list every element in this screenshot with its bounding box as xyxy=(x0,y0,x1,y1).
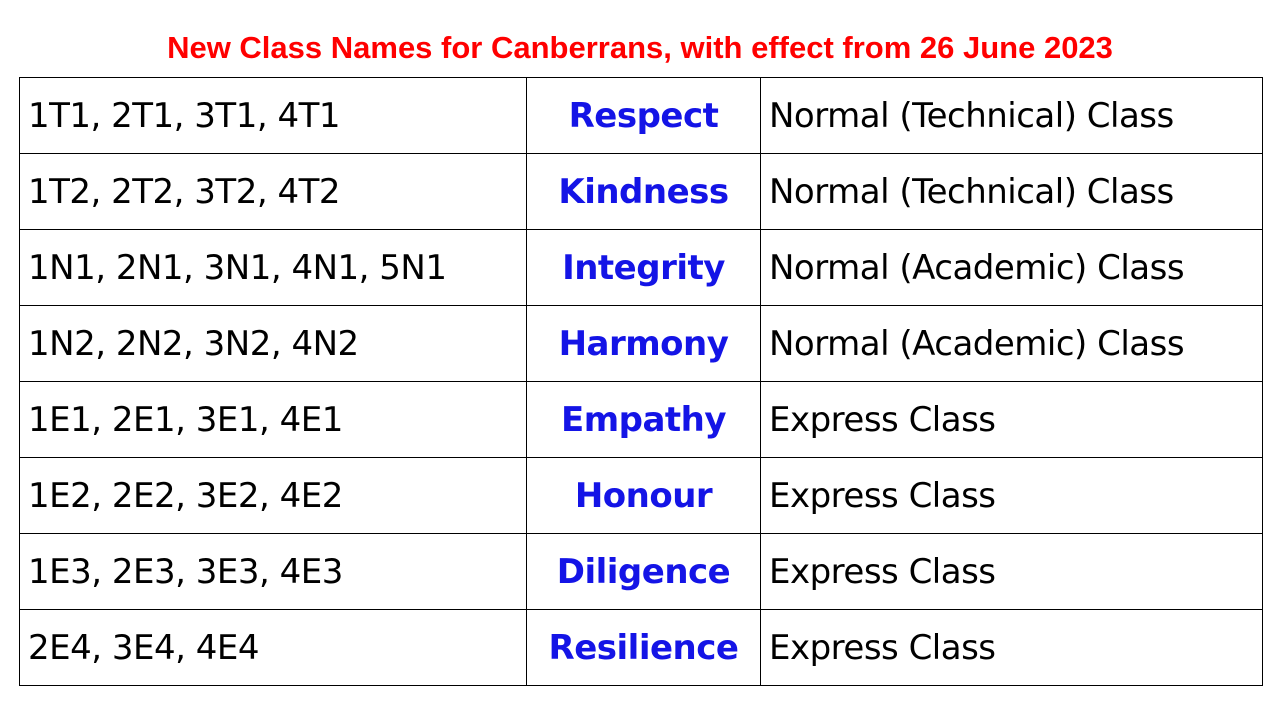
table-row: 1T2, 2T2, 3T2, 4T2 Kindness Normal (Tech… xyxy=(19,153,1263,230)
table-row: 1E3, 2E3, 3E3, 4E3 Diligence Express Cla… xyxy=(19,533,1263,610)
class-codes-cell: 2E4, 3E4, 4E4 xyxy=(19,609,527,686)
table-row: 1E2, 2E2, 3E2, 4E2 Honour Express Class xyxy=(19,457,1263,534)
class-codes-cell: 1N2, 2N2, 3N2, 4N2 xyxy=(19,305,527,382)
table-row: 1E1, 2E1, 3E1, 4E1 Empathy Express Class xyxy=(19,381,1263,458)
class-type-cell: Express Class xyxy=(760,533,1263,610)
table-row: 1N1, 2N1, 3N1, 4N1, 5N1 Integrity Normal… xyxy=(19,229,1263,306)
class-type-cell: Express Class xyxy=(760,457,1263,534)
class-type-cell: Normal (Technical) Class xyxy=(760,77,1263,154)
class-codes-cell: 1T2, 2T2, 3T2, 4T2 xyxy=(19,153,527,230)
class-name-cell: Respect xyxy=(526,77,761,154)
class-type-cell: Express Class xyxy=(760,609,1263,686)
class-type-cell: Express Class xyxy=(760,381,1263,458)
class-type-cell: Normal (Academic) Class xyxy=(760,305,1263,382)
class-name-cell: Empathy xyxy=(526,381,761,458)
class-codes-cell: 1E3, 2E3, 3E3, 4E3 xyxy=(19,533,527,610)
table-row: 1T1, 2T1, 3T1, 4T1 Respect Normal (Techn… xyxy=(19,77,1263,154)
class-name-cell: Kindness xyxy=(526,153,761,230)
class-names-table: 1T1, 2T1, 3T1, 4T1 Respect Normal (Techn… xyxy=(19,77,1263,686)
table-row: 2E4, 3E4, 4E4 Resilience Express Class xyxy=(19,609,1263,686)
class-codes-cell: 1N1, 2N1, 3N1, 4N1, 5N1 xyxy=(19,229,527,306)
class-name-cell: Integrity xyxy=(526,229,761,306)
class-codes-cell: 1T1, 2T1, 3T1, 4T1 xyxy=(19,77,527,154)
class-name-cell: Resilience xyxy=(526,609,761,686)
class-type-cell: Normal (Academic) Class xyxy=(760,229,1263,306)
class-type-cell: Normal (Technical) Class xyxy=(760,153,1263,230)
class-name-cell: Diligence xyxy=(526,533,761,610)
table-row: 1N2, 2N2, 3N2, 4N2 Harmony Normal (Acade… xyxy=(19,305,1263,382)
class-codes-cell: 1E2, 2E2, 3E2, 4E2 xyxy=(19,457,527,534)
page-title: New Class Names for Canberrans, with eff… xyxy=(167,30,1113,65)
class-name-cell: Honour xyxy=(526,457,761,534)
class-name-cell: Harmony xyxy=(526,305,761,382)
class-codes-cell: 1E1, 2E1, 3E1, 4E1 xyxy=(19,381,527,458)
